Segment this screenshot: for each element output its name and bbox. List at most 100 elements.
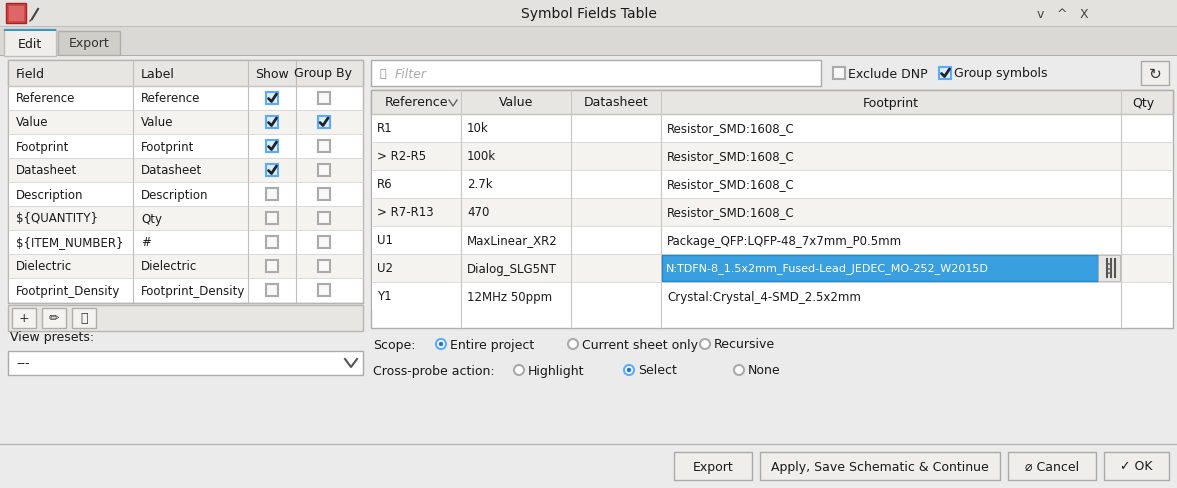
Text: MaxLinear_XR2: MaxLinear_XR2 [467, 234, 558, 247]
Text: Recursive: Recursive [714, 338, 776, 351]
Text: 12MHz 50ppm: 12MHz 50ppm [467, 290, 552, 303]
Bar [371, 61, 822, 87]
Bar [318, 141, 330, 153]
Text: Dielectric: Dielectric [16, 260, 72, 273]
Text: 470: 470 [467, 206, 490, 219]
Text: Value: Value [499, 96, 533, 109]
Bar [318, 93, 330, 105]
Text: Footprint: Footprint [16, 140, 69, 153]
Text: Qty: Qty [141, 212, 162, 225]
Text: > R7-R13: > R7-R13 [377, 206, 433, 219]
Bar [72, 308, 97, 328]
Bar [266, 117, 278, 129]
Text: Datasheet: Datasheet [16, 164, 78, 177]
Bar [318, 261, 330, 272]
Text: Reference: Reference [141, 92, 200, 105]
Bar [9, 206, 363, 230]
Bar [9, 254, 363, 279]
Text: Apply, Save Schematic & Continue: Apply, Save Schematic & Continue [771, 460, 989, 472]
Bar [371, 91, 1173, 115]
Bar [372, 142, 1172, 171]
Text: ↻: ↻ [1149, 66, 1162, 81]
Text: Datasheet: Datasheet [141, 164, 202, 177]
Text: Footprint: Footprint [863, 96, 919, 109]
Text: 🗑: 🗑 [80, 312, 88, 325]
Text: Edit: Edit [18, 38, 42, 50]
Text: Entire project: Entire project [450, 338, 534, 351]
Text: ✏: ✏ [48, 312, 59, 325]
Text: #: # [141, 236, 151, 249]
Text: Qty: Qty [1132, 96, 1155, 109]
Text: Dialog_SLG5NT: Dialog_SLG5NT [467, 262, 557, 275]
Bar [58, 32, 120, 56]
Text: Label: Label [141, 67, 175, 81]
Bar [1141, 62, 1169, 86]
Bar [372, 254, 1172, 283]
Bar [9, 230, 363, 254]
Bar [4, 30, 56, 32]
Bar [9, 87, 363, 111]
Text: Value: Value [141, 116, 173, 129]
Bar [372, 115, 1172, 142]
Bar [318, 213, 330, 224]
Bar [266, 237, 278, 248]
Text: ⌀ Cancel: ⌀ Cancel [1025, 460, 1079, 472]
Text: +: + [19, 312, 29, 325]
Text: ⋮: ⋮ [1102, 262, 1116, 275]
Text: N:TDFN-8_1.5x2mm_Fused-Lead_JEDEC_MO-252_W2015D: N:TDFN-8_1.5x2mm_Fused-Lead_JEDEC_MO-252… [666, 263, 989, 274]
Text: Current sheet only: Current sheet only [581, 338, 698, 351]
Bar [0, 28, 1177, 58]
Text: ^: ^ [1057, 7, 1068, 20]
Bar [371, 91, 1173, 328]
Text: Filter: Filter [395, 67, 427, 81]
Bar [8, 61, 363, 87]
Bar [0, 56, 1177, 488]
Text: Export: Export [68, 38, 109, 50]
Text: Footprint_Density: Footprint_Density [141, 284, 245, 297]
Text: Select: Select [638, 364, 677, 377]
Bar [760, 452, 1000, 480]
Text: R1: R1 [377, 122, 393, 135]
Text: Symbol Fields Table: Symbol Fields Table [520, 7, 657, 21]
Bar [939, 68, 951, 80]
Bar [266, 189, 278, 201]
Bar [0, 27, 1177, 28]
Bar [1008, 452, 1096, 480]
Bar [8, 61, 363, 304]
Bar [318, 285, 330, 296]
Text: Package_QFP:LQFP-48_7x7mm_P0.5mm: Package_QFP:LQFP-48_7x7mm_P0.5mm [667, 234, 902, 247]
Text: Reference: Reference [16, 92, 75, 105]
Circle shape [568, 339, 578, 349]
Bar [4, 30, 56, 57]
Bar [0, 56, 1177, 57]
Text: Datasheet: Datasheet [584, 96, 649, 109]
Text: Group symbols: Group symbols [955, 67, 1048, 81]
Circle shape [700, 339, 710, 349]
Bar [318, 237, 330, 248]
Text: Resistor_SMD:1608_C: Resistor_SMD:1608_C [667, 178, 794, 191]
Bar [372, 226, 1172, 254]
Bar [6, 4, 26, 24]
Text: Resistor_SMD:1608_C: Resistor_SMD:1608_C [667, 122, 794, 135]
Text: v: v [1036, 7, 1044, 20]
Bar [12, 308, 36, 328]
Bar [9, 135, 363, 159]
Text: Y1: Y1 [377, 290, 392, 303]
Text: 10k: 10k [467, 122, 488, 135]
Text: Reference: Reference [384, 96, 447, 109]
Text: 🔍: 🔍 [379, 69, 386, 79]
Bar [9, 279, 363, 303]
Bar [1098, 256, 1121, 282]
Text: Footprint: Footprint [141, 140, 194, 153]
Bar [266, 93, 278, 105]
Bar [833, 68, 845, 80]
Text: Footprint_Density: Footprint_Density [16, 284, 120, 297]
Text: Crystal:Crystal_4-SMD_2.5x2mm: Crystal:Crystal_4-SMD_2.5x2mm [667, 290, 860, 303]
Text: Dielectric: Dielectric [141, 260, 198, 273]
Text: ${QUANTITY}: ${QUANTITY} [16, 212, 98, 225]
Bar [372, 171, 1172, 199]
Text: Show: Show [255, 67, 288, 81]
Text: R6: R6 [377, 178, 393, 191]
Circle shape [514, 365, 524, 375]
Bar [8, 6, 24, 22]
